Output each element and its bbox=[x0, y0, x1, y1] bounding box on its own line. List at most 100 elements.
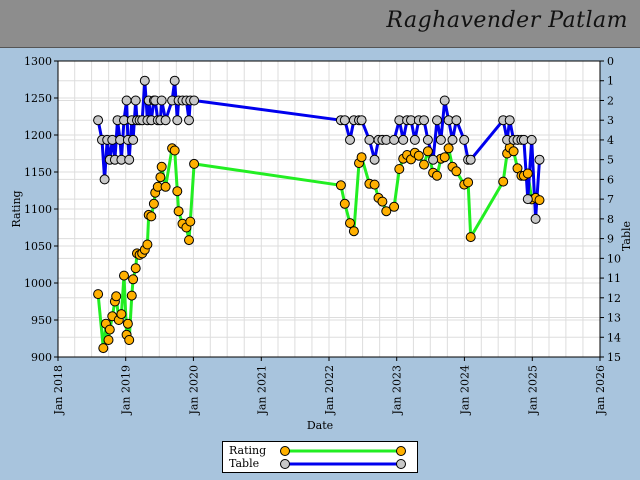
rating-point bbox=[339, 198, 350, 209]
rating-point bbox=[413, 150, 424, 161]
rating-point bbox=[498, 176, 509, 187]
table-point bbox=[428, 154, 439, 165]
table-point bbox=[435, 134, 446, 145]
legend-label-table: Table bbox=[229, 457, 260, 470]
table-point bbox=[184, 115, 194, 126]
rating-point bbox=[465, 232, 476, 243]
table-point bbox=[459, 134, 470, 145]
table-point bbox=[419, 115, 429, 126]
rating-point bbox=[443, 143, 454, 154]
y-left-tick-label: 900 bbox=[31, 351, 52, 364]
rating-point bbox=[128, 274, 139, 285]
series-markers bbox=[93, 75, 545, 354]
y-right-tick-label: 1 bbox=[607, 75, 614, 88]
rating-point bbox=[156, 161, 167, 172]
table-point bbox=[409, 134, 420, 145]
x-tick-label: Jan 2025 bbox=[526, 365, 539, 416]
table-point bbox=[339, 115, 350, 126]
y-right-tick-label: 15 bbox=[607, 351, 621, 364]
y-left-tick-label: 1050 bbox=[24, 240, 52, 253]
table-point bbox=[139, 75, 150, 86]
y-left-tick-label: 1150 bbox=[24, 166, 52, 179]
y-right-tick-label: 14 bbox=[607, 331, 621, 344]
table-point bbox=[522, 194, 533, 205]
table-point bbox=[345, 134, 355, 145]
legend: Rating Table bbox=[222, 441, 418, 473]
rating-point bbox=[184, 235, 194, 246]
y-left-tick-label: 1250 bbox=[24, 92, 52, 105]
y-right-tick-label: 3 bbox=[607, 114, 614, 127]
y-right-tick-label: 0 bbox=[607, 55, 614, 68]
y-right-tick-label: 13 bbox=[607, 312, 621, 325]
rating-point bbox=[148, 198, 159, 209]
x-tick-label: Jan 2020 bbox=[187, 365, 200, 416]
rating-point bbox=[463, 177, 474, 188]
table-point bbox=[160, 115, 171, 126]
y-axis-left-title: Rating bbox=[10, 190, 23, 227]
table-point bbox=[99, 174, 110, 185]
y-left-tick-label: 1100 bbox=[24, 203, 52, 216]
rating-point bbox=[93, 289, 104, 300]
y-right-tick-label: 6 bbox=[607, 173, 614, 186]
x-tick-label: Jan 2019 bbox=[120, 365, 133, 416]
table-point bbox=[172, 115, 183, 126]
rating-point bbox=[103, 335, 114, 345]
y-right-tick-label: 7 bbox=[607, 193, 614, 206]
rating-point bbox=[348, 226, 359, 237]
rating-point bbox=[189, 158, 200, 169]
table-point bbox=[93, 115, 104, 126]
rating-point bbox=[111, 291, 122, 302]
rating-point bbox=[335, 180, 346, 191]
table-point bbox=[356, 115, 367, 126]
plot-border bbox=[57, 60, 601, 358]
table-point bbox=[526, 134, 537, 145]
rating-point bbox=[432, 170, 442, 181]
y-axis-right-title: Table bbox=[620, 221, 633, 251]
table-point bbox=[369, 154, 380, 165]
table-point bbox=[124, 154, 135, 165]
table-point bbox=[389, 134, 400, 145]
header-bar: Raghavender Patlam bbox=[0, 0, 640, 48]
table-point bbox=[504, 115, 515, 126]
table-point bbox=[169, 75, 180, 86]
table-point bbox=[156, 95, 167, 106]
legend-item-table: Table bbox=[229, 457, 413, 471]
rating-point bbox=[172, 186, 183, 197]
rating-point bbox=[394, 164, 405, 174]
y-right-tick-label: 11 bbox=[607, 272, 621, 285]
y-right-tick-label: 4 bbox=[607, 134, 614, 147]
table-point bbox=[451, 115, 462, 126]
rating-point bbox=[160, 181, 171, 192]
rating-point bbox=[169, 145, 180, 156]
rating-point bbox=[142, 239, 153, 250]
rating-point bbox=[130, 263, 141, 274]
x-tick-label: Jan 2018 bbox=[52, 365, 65, 416]
table-point bbox=[398, 134, 409, 145]
table-point bbox=[121, 95, 132, 106]
rating-point bbox=[126, 290, 137, 301]
table-point bbox=[364, 134, 375, 145]
rating-point bbox=[451, 166, 462, 177]
table-point bbox=[128, 134, 139, 145]
x-tick-label: Jan 2026 bbox=[594, 365, 607, 416]
rating-point bbox=[522, 168, 533, 179]
rating-point bbox=[98, 343, 109, 354]
table-point bbox=[534, 154, 545, 165]
table-point bbox=[530, 213, 541, 224]
legend-item-rating: Rating bbox=[229, 444, 413, 458]
rating-point bbox=[439, 152, 450, 163]
rating-point bbox=[422, 146, 433, 157]
y-right-tick-label: 9 bbox=[607, 233, 614, 246]
table-point bbox=[447, 134, 458, 145]
table-point bbox=[465, 154, 476, 165]
rating-point bbox=[124, 335, 135, 345]
x-tick-label: Jan 2022 bbox=[323, 365, 336, 416]
rating-point bbox=[104, 324, 115, 335]
legend-swatch-table bbox=[280, 459, 406, 469]
y-right-tick-label: 12 bbox=[607, 292, 621, 305]
rating-point bbox=[119, 270, 129, 281]
rating-point bbox=[419, 159, 429, 170]
rating-point bbox=[122, 318, 133, 329]
rating-point bbox=[381, 206, 392, 217]
